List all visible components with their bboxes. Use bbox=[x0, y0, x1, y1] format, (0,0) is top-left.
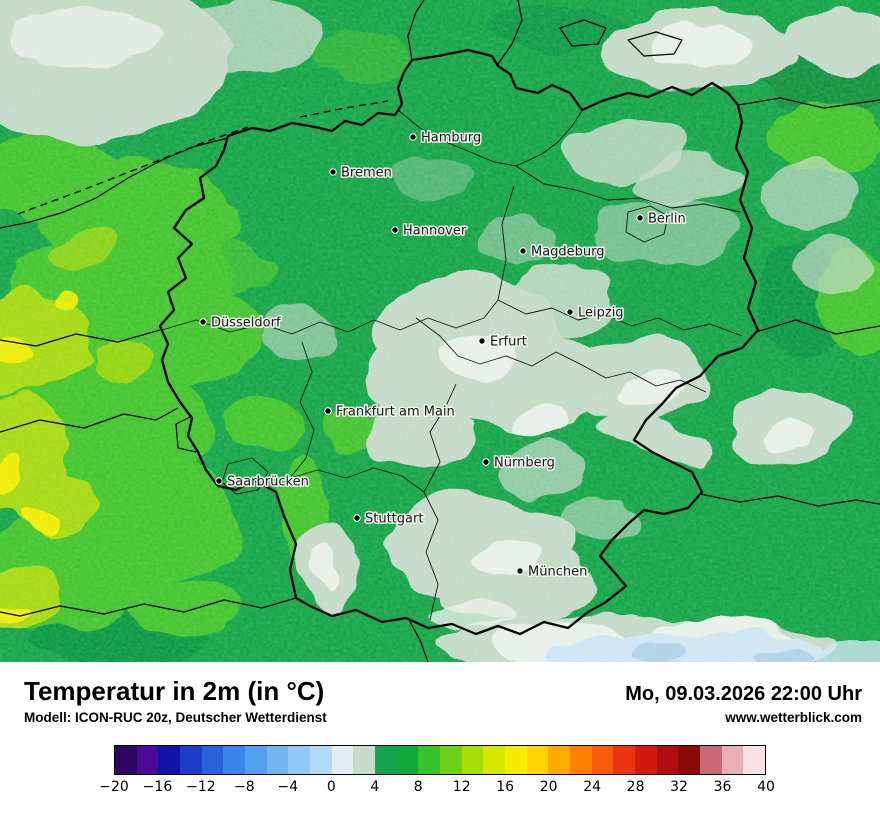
colorbar-tick-label: −12 bbox=[186, 779, 216, 795]
colorbar-cell bbox=[331, 746, 354, 774]
city-label-bremen: Bremen bbox=[341, 166, 392, 181]
city-marker-berlin bbox=[636, 214, 644, 222]
city-label-saarbrucken: Saarbrücken bbox=[227, 475, 309, 490]
field-noise-texture bbox=[0, 0, 880, 662]
city-marker-munchen bbox=[516, 567, 524, 575]
colorbar-cell bbox=[591, 746, 614, 774]
colorbar-cell bbox=[635, 746, 657, 774]
colorbar-cell bbox=[396, 746, 419, 774]
city-label-frankfurt-am-main: Frankfurt am Main bbox=[336, 405, 455, 420]
colorbar-tick-label: 36 bbox=[713, 779, 732, 795]
colorbar-cell bbox=[353, 746, 376, 774]
colorbar-cell bbox=[136, 746, 159, 774]
colorbar-cell bbox=[461, 746, 484, 774]
sub-row: Modell: ICON-RUC 20z, Deutscher Wetterdi… bbox=[0, 707, 880, 725]
model-info: Modell: ICON-RUC 20z, Deutscher Wetterdi… bbox=[24, 710, 327, 725]
colorbar-cell bbox=[288, 746, 311, 774]
colorbar-cell bbox=[483, 746, 506, 774]
map-title: Temperatur in 2m (in °C) bbox=[24, 676, 325, 706]
city-label-berlin: Berlin bbox=[648, 212, 686, 227]
colorbar-cell bbox=[743, 746, 766, 774]
colorbar-tick-label: −8 bbox=[234, 779, 255, 795]
colorbar-cell bbox=[375, 746, 397, 774]
city-label-leipzig: Leipzig bbox=[578, 306, 624, 321]
city-marker-hamburg bbox=[409, 133, 417, 141]
city-marker-erfurt bbox=[478, 337, 486, 345]
colorbar-cell bbox=[570, 746, 592, 774]
colorbar-cell bbox=[223, 746, 246, 774]
info-panel: Temperatur in 2m (in °C) Mo, 09.03.2026 … bbox=[0, 662, 880, 830]
germany-border bbox=[158, 48, 760, 636]
city-markers-layer: Hamburg Bremen Berlin Hannover Magdeburg Düss… bbox=[199, 129, 687, 581]
city-label-stuttgart: Stuttgart bbox=[365, 512, 423, 527]
colorbar-cell bbox=[115, 746, 137, 774]
colorbar-cell bbox=[613, 746, 636, 774]
colorbar-tick-label: 0 bbox=[326, 779, 336, 795]
colorbar-cell bbox=[526, 746, 549, 774]
colorbar: −20 −16 −12 −8 −4 0 4 8 12 16 20 24 28 32 36 40 bbox=[99, 745, 775, 801]
colorbar-tick-label: 4 bbox=[370, 779, 380, 795]
colorbar-tick-labels: −20 −16 −12 −8 −4 0 4 8 12 16 20 24 28 32 36 40 bbox=[99, 779, 775, 801]
forecast-datetime: Mo, 09.03.2026 22:00 Uhr bbox=[625, 683, 862, 705]
colorbar-tick-label: 16 bbox=[496, 779, 515, 795]
city-label-nurnberg: Nürnberg bbox=[494, 456, 555, 471]
city-label-hamburg: Hamburg bbox=[421, 131, 481, 146]
city-marker-frankfurt-am-main bbox=[324, 407, 332, 415]
colorbar-cell bbox=[180, 746, 202, 774]
colorbar-scale bbox=[114, 745, 766, 775]
city-marker-hannover bbox=[391, 226, 399, 234]
city-label-dusseldorf: Düsseldorf bbox=[211, 316, 281, 331]
colorbar-tick-label: −20 bbox=[99, 779, 129, 795]
colorbar-cell bbox=[505, 746, 527, 774]
coastline-dashed bbox=[17, 100, 389, 215]
colorbar-tick-label: 20 bbox=[539, 779, 558, 795]
colorbar-tick-label: 32 bbox=[670, 779, 688, 795]
colorbar-tick-label: −16 bbox=[142, 779, 173, 795]
colorbar-tick-label: 24 bbox=[583, 779, 602, 795]
colorbar-tick-label: −4 bbox=[277, 779, 299, 795]
colorbar-cell bbox=[418, 746, 441, 774]
colorbar-cell bbox=[245, 746, 267, 774]
colorbar-cell bbox=[266, 746, 289, 774]
city-marker-nurnberg bbox=[482, 458, 490, 466]
colorbar-tick-label: 28 bbox=[626, 779, 645, 795]
city-marker-saarbrucken bbox=[215, 477, 223, 485]
city-marker-stuttgart bbox=[353, 514, 361, 522]
website-url: www.wetterblick.com bbox=[725, 710, 862, 725]
city-label-magdeburg: Magdeburg bbox=[531, 245, 605, 260]
city-label-erfurt: Erfurt bbox=[490, 335, 527, 350]
colorbar-tick-label: 8 bbox=[413, 779, 423, 795]
temperature-map: Hamburg Bremen Berlin Hannover Magdeburg Düss… bbox=[0, 0, 880, 662]
colorbar-cell bbox=[158, 746, 181, 774]
header-row: Temperatur in 2m (in °C) Mo, 09.03.2026 … bbox=[0, 662, 880, 707]
colorbar-cell bbox=[721, 746, 744, 774]
map-area: Hamburg Bremen Berlin Hannover Magdeburg Düss… bbox=[0, 0, 880, 662]
city-marker-dusseldorf bbox=[199, 318, 207, 326]
colorbar-cell bbox=[548, 746, 571, 774]
city-label-hannover: Hannover bbox=[403, 224, 467, 239]
colorbar-cell bbox=[201, 746, 224, 774]
colorbar-cell bbox=[678, 746, 701, 774]
city-marker-magdeburg bbox=[519, 247, 527, 255]
city-label-munchen: München bbox=[528, 565, 587, 580]
colorbar-cell bbox=[440, 746, 462, 774]
colorbar-tick-label: 12 bbox=[452, 779, 471, 795]
colorbar-cell bbox=[310, 746, 332, 774]
colorbar-cell bbox=[700, 746, 722, 774]
colorbar-tick-label: 40 bbox=[757, 779, 775, 795]
colorbar-cell bbox=[656, 746, 679, 774]
city-marker-bremen bbox=[329, 168, 337, 176]
city-marker-leipzig bbox=[566, 308, 574, 316]
